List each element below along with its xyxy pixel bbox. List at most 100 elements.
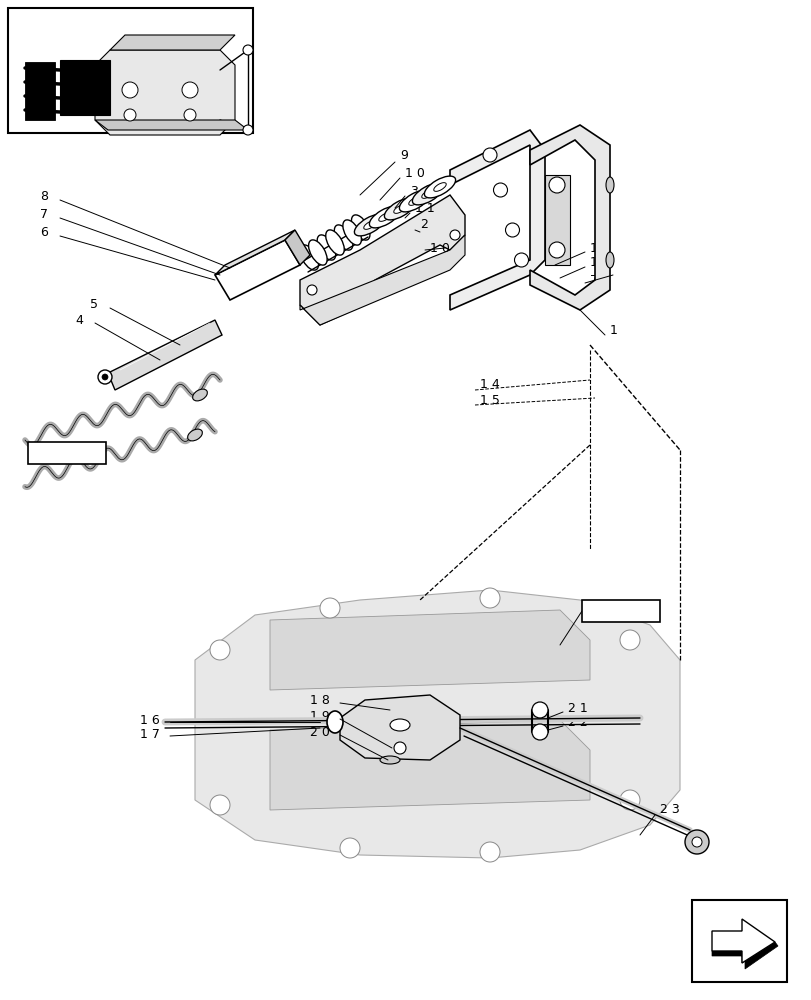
Polygon shape [215, 230, 294, 275]
Polygon shape [270, 720, 590, 810]
Ellipse shape [424, 176, 455, 198]
Text: 1: 1 [609, 324, 617, 336]
Ellipse shape [384, 198, 415, 220]
Text: 1 1: 1 1 [414, 202, 434, 215]
Ellipse shape [393, 205, 406, 213]
Circle shape [483, 148, 496, 162]
Text: 8: 8 [40, 190, 48, 204]
Polygon shape [25, 62, 55, 120]
Text: 1 7: 1 7 [139, 728, 160, 742]
Text: 2 0: 2 0 [310, 726, 329, 738]
Circle shape [242, 125, 253, 135]
Circle shape [548, 242, 564, 258]
Text: 7: 7 [40, 209, 48, 222]
Bar [8, 8, 253, 133]
Bar [581, 600, 659, 622]
Polygon shape [711, 919, 774, 963]
Text: 7: 7 [590, 273, 597, 286]
Text: 2 1: 2 1 [568, 702, 587, 714]
Circle shape [691, 837, 702, 847]
Polygon shape [299, 235, 465, 325]
Ellipse shape [342, 220, 361, 245]
Circle shape [531, 702, 547, 718]
Text: 1 3: 1 3 [590, 256, 609, 269]
Circle shape [210, 795, 230, 815]
Text: 5: 5 [90, 298, 98, 312]
Text: 1 0: 1 0 [405, 167, 424, 180]
Ellipse shape [408, 197, 421, 205]
Circle shape [449, 230, 460, 240]
Circle shape [684, 830, 708, 854]
Polygon shape [109, 35, 234, 50]
Text: 2: 2 [419, 219, 427, 232]
Text: 1 4: 1 4 [479, 378, 499, 391]
Polygon shape [270, 610, 590, 690]
Ellipse shape [389, 719, 410, 731]
Ellipse shape [412, 183, 443, 205]
Ellipse shape [192, 389, 207, 401]
Text: 1.82.0: 1.82.0 [598, 604, 642, 617]
Ellipse shape [433, 183, 446, 191]
Text: 1 8: 1 8 [310, 694, 329, 706]
Text: 3: 3 [410, 185, 418, 198]
Polygon shape [530, 125, 609, 310]
Ellipse shape [325, 230, 344, 255]
Polygon shape [449, 130, 544, 310]
Ellipse shape [187, 429, 202, 441]
Polygon shape [195, 590, 679, 858]
Ellipse shape [380, 756, 400, 764]
Circle shape [242, 45, 253, 55]
Ellipse shape [354, 214, 385, 236]
Circle shape [102, 374, 108, 380]
Ellipse shape [399, 190, 430, 212]
Ellipse shape [605, 252, 613, 268]
Circle shape [210, 640, 230, 660]
Ellipse shape [363, 221, 375, 229]
Circle shape [122, 82, 138, 98]
Circle shape [479, 588, 500, 608]
Polygon shape [60, 60, 109, 115]
Circle shape [548, 177, 564, 193]
Circle shape [98, 370, 112, 384]
Text: 1 6: 1 6 [139, 714, 160, 726]
Ellipse shape [299, 245, 318, 270]
Polygon shape [544, 175, 569, 265]
Text: 9: 9 [400, 149, 407, 162]
Polygon shape [95, 120, 247, 130]
Text: 1 2: 1 2 [590, 241, 609, 254]
Circle shape [493, 183, 507, 197]
Text: 1 9: 1 9 [310, 710, 329, 722]
Polygon shape [711, 942, 777, 969]
Circle shape [182, 82, 198, 98]
Text: 1.96.1: 1.96.1 [45, 446, 89, 460]
Circle shape [505, 223, 519, 237]
Ellipse shape [378, 213, 391, 221]
Ellipse shape [334, 225, 353, 250]
Ellipse shape [308, 240, 327, 265]
Text: 1 0: 1 0 [430, 241, 449, 254]
Bar [691, 900, 786, 982]
Circle shape [620, 790, 639, 810]
Circle shape [184, 109, 195, 121]
Circle shape [124, 109, 135, 121]
Circle shape [393, 742, 406, 754]
Ellipse shape [327, 711, 342, 733]
Ellipse shape [369, 206, 400, 228]
Ellipse shape [351, 215, 370, 240]
Circle shape [531, 724, 547, 740]
Text: 6: 6 [40, 227, 48, 239]
Polygon shape [299, 195, 465, 325]
Text: 2 3: 2 3 [659, 803, 679, 816]
Text: 2 2: 2 2 [568, 716, 587, 728]
Circle shape [307, 285, 316, 295]
Bar [28, 442, 106, 464]
Polygon shape [285, 230, 310, 265]
Circle shape [479, 842, 500, 862]
Ellipse shape [421, 190, 434, 198]
Circle shape [514, 253, 528, 267]
Text: 1 5: 1 5 [479, 393, 500, 406]
Text: 4: 4 [75, 314, 83, 326]
Circle shape [620, 630, 639, 650]
Polygon shape [215, 240, 299, 300]
Circle shape [320, 598, 340, 618]
